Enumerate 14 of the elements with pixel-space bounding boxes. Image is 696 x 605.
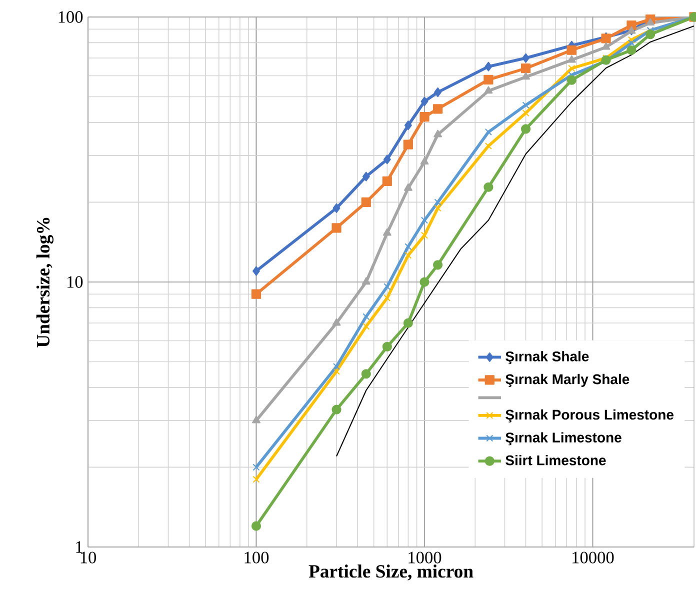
x-tick-label: 1000 [408, 552, 442, 564]
y-axis-title: Undersize, log% [36, 218, 54, 348]
legend-label: Şırnak Porous Limestone [506, 409, 674, 422]
legend-label: Siirt Limestone [506, 455, 606, 466]
y-tick-label: 1 [76, 541, 82, 553]
y-tick-label: 100 [58, 11, 83, 23]
legend-label: Şırnak Limestone [506, 432, 622, 446]
x-tick-label: 10000 [572, 552, 614, 564]
x-axis-title: Particle Size, micron [308, 564, 474, 580]
x-tick-label: 10 [80, 552, 96, 564]
legend-label: Şırnak Shale [506, 351, 589, 364]
y-tick-label: 10 [67, 276, 83, 288]
legend-label: Şırnak Marly Shale [506, 374, 630, 387]
x-tick-label: 100 [244, 552, 269, 564]
